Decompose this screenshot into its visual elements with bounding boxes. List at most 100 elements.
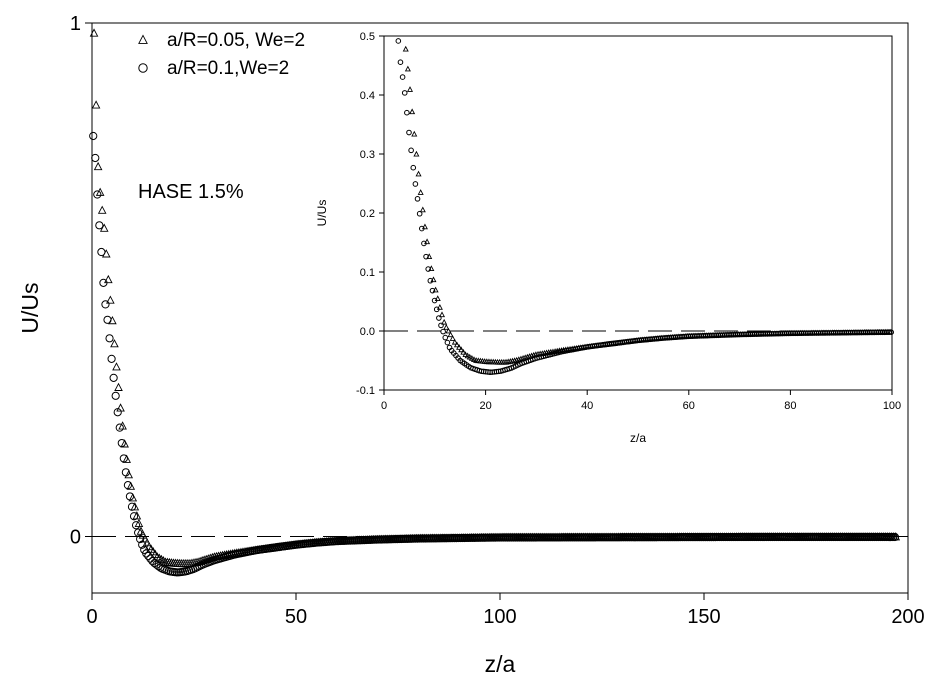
- data-point: [104, 274, 113, 284]
- main-x-tick-label: 200: [891, 606, 924, 628]
- data-point: [880, 532, 889, 542]
- data-point: [419, 206, 426, 213]
- data-point: [404, 109, 410, 116]
- data-point: [144, 551, 153, 561]
- data-point: [130, 502, 140, 511]
- data-point: [124, 470, 134, 479]
- data-point: [652, 533, 661, 542]
- data-point: [105, 334, 114, 343]
- data-point: [542, 533, 551, 542]
- data-point: [835, 532, 844, 542]
- data-point: [882, 532, 891, 542]
- data-point: [856, 532, 865, 542]
- main-x-tick-label: 50: [285, 606, 307, 628]
- data-point: [480, 533, 490, 542]
- data-point: [648, 533, 657, 542]
- data-point: [672, 533, 681, 542]
- data-point: [784, 532, 793, 542]
- data-point: [552, 533, 561, 542]
- data-point: [595, 533, 604, 542]
- data-point: [110, 339, 119, 348]
- data-point: [556, 533, 565, 542]
- data-point: [644, 533, 653, 542]
- data-point: [586, 533, 596, 542]
- data-point: [421, 223, 428, 230]
- data-point: [101, 300, 110, 309]
- data-point: [452, 533, 461, 543]
- data-point: [741, 532, 751, 542]
- data-point: [111, 391, 120, 400]
- data-point: [535, 533, 545, 542]
- data-point: [837, 532, 847, 542]
- data-point: [792, 532, 802, 542]
- data-point: [468, 533, 477, 542]
- data-point: [515, 533, 524, 542]
- data-point: [438, 311, 446, 318]
- data-point: [134, 518, 144, 528]
- data-point: [456, 533, 465, 543]
- data-point: [402, 45, 409, 52]
- data-point: [93, 161, 103, 171]
- main-series-2: [89, 131, 900, 577]
- main-x-tick-label: 150: [687, 606, 720, 628]
- data-point: [424, 238, 431, 245]
- data-point: [466, 533, 475, 543]
- data-point: [95, 187, 105, 196]
- data-point: [621, 533, 630, 542]
- data-point: [501, 533, 510, 542]
- data-point: [831, 532, 840, 542]
- data-point: [464, 533, 473, 543]
- data-point: [878, 532, 887, 542]
- data-point: [415, 534, 424, 543]
- data-point: [425, 534, 434, 543]
- data-point: [421, 240, 427, 247]
- data-point: [122, 454, 131, 463]
- data-point: [888, 329, 894, 335]
- legend: a/R=0.05, We=2 a/R=0.1,We=2: [138, 30, 305, 79]
- data-point: [442, 534, 451, 543]
- inset-x-axis-title: z/a: [630, 431, 646, 445]
- data-point: [625, 533, 634, 542]
- data-point: [646, 533, 655, 542]
- data-point: [717, 532, 726, 542]
- data-point: [476, 533, 485, 542]
- data-point: [725, 532, 734, 542]
- data-point: [550, 533, 559, 542]
- data-point: [486, 533, 496, 542]
- inset-x-tick-label: 40: [581, 400, 593, 412]
- data-point: [525, 533, 534, 542]
- data-point: [656, 533, 665, 542]
- data-point: [159, 556, 168, 565]
- data-point: [458, 533, 467, 543]
- data-point: [113, 408, 122, 417]
- data-point: [427, 534, 436, 543]
- data-point: [440, 534, 449, 543]
- data-point: [682, 533, 691, 542]
- legend-label-1: a/R=0.05, We=2: [167, 30, 305, 51]
- data-point: [449, 335, 456, 341]
- data-point: [852, 532, 861, 542]
- data-point: [752, 532, 761, 542]
- main-y-tick-label: 0: [70, 527, 81, 549]
- data-point: [609, 533, 618, 542]
- data-point: [727, 532, 736, 542]
- data-point: [138, 540, 147, 549]
- data-point: [109, 373, 118, 382]
- data-point: [121, 468, 130, 477]
- data-point: [684, 533, 694, 542]
- inset-background: [384, 36, 892, 390]
- main-x-axis-title: z/a: [485, 651, 516, 677]
- main-x-tick-label: 0: [86, 606, 97, 628]
- data-point: [866, 532, 875, 542]
- data-point: [603, 533, 612, 542]
- data-point: [119, 454, 128, 463]
- data-point: [497, 533, 506, 542]
- data-point: [118, 421, 127, 430]
- data-point: [733, 532, 742, 542]
- data-point: [666, 533, 675, 542]
- data-point: [117, 438, 126, 448]
- data-point: [408, 147, 414, 154]
- data-point: [888, 532, 898, 542]
